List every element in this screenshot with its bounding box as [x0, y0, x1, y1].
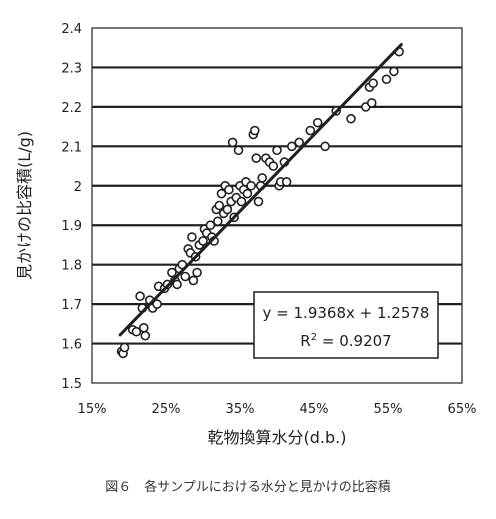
y-tick-labels: 1.5 1.6 1.7 1.8 1.9 2 2.1 2.2 2.3 2.4	[61, 22, 82, 392]
y-tick-label: 2.1	[61, 140, 82, 155]
x-tick-label: 65%	[448, 402, 477, 417]
data-point	[346, 113, 356, 124]
y-tick-label: 1.9	[61, 219, 82, 234]
data-point	[152, 299, 162, 309]
data-point	[135, 291, 145, 302]
data-point	[216, 188, 227, 199]
scatter-chart: 1.5 1.6 1.7 1.8 1.9 2 2.1 2.2 2.3 2.4 15% 25% 35% 45…	[15, 22, 477, 447]
data-point	[368, 78, 379, 89]
y-tick-label: 2.4	[61, 22, 82, 37]
data-point	[227, 137, 238, 148]
y-tick-label: 1.8	[61, 259, 82, 274]
data-point	[140, 330, 151, 341]
data-point	[180, 271, 191, 282]
trendline	[118, 43, 403, 337]
x-tick-label: 55%	[374, 402, 403, 417]
figure-caption: 図６ 各サンプルにおける水分と見かけの比容積	[105, 480, 391, 495]
data-point	[131, 326, 142, 337]
data-point	[294, 137, 305, 148]
data-point	[312, 117, 323, 128]
data-point	[236, 196, 247, 207]
data-point	[250, 125, 260, 136]
data-point	[305, 125, 316, 136]
data-point	[187, 232, 197, 242]
data-point	[272, 145, 282, 156]
data-point	[198, 236, 208, 246]
x-tick-label: 15%	[78, 402, 107, 417]
r-squared-label: R2 = 0.9207	[300, 332, 391, 350]
data-point	[188, 275, 199, 286]
data-point	[242, 188, 253, 199]
data-point	[172, 279, 182, 290]
x-tick-label: 35%	[226, 402, 255, 417]
data-point	[366, 98, 377, 108]
data-point	[167, 267, 177, 278]
y-tick-label: 1.5	[61, 377, 82, 392]
data-point	[286, 141, 297, 152]
data-point	[257, 173, 268, 183]
data-point	[214, 200, 225, 211]
data-point	[281, 177, 292, 187]
plot-area-frame	[91, 27, 463, 384]
data-point	[381, 74, 392, 85]
data-point	[389, 66, 399, 77]
data-points	[116, 46, 404, 359]
regression-equation: y = 1.9368x + 1.2578	[263, 304, 430, 322]
y-tick-label: 2.3	[61, 61, 82, 76]
data-point	[224, 184, 234, 195]
data-point	[246, 180, 256, 191]
data-point	[119, 342, 130, 353]
data-point	[233, 145, 244, 156]
y-tick-label: 1.7	[61, 298, 82, 313]
data-point	[222, 204, 233, 215]
data-point	[320, 141, 330, 152]
y-tick-label: 2.2	[61, 101, 82, 116]
x-tick-label: 25%	[152, 402, 181, 417]
data-point	[253, 196, 264, 207]
x-tick-labels: 15% 25% 35% 45% 55% 65%	[78, 402, 477, 417]
data-point	[192, 267, 202, 278]
y-tick-label: 1.6	[61, 338, 82, 353]
data-point	[139, 322, 149, 333]
data-point	[251, 153, 262, 163]
y-axis-label: 見かけの比容積(L/g)	[15, 131, 34, 280]
x-tick-label: 45%	[300, 402, 329, 417]
data-point	[205, 220, 216, 231]
x-axis-label: 乾物換算水分(d.b.)	[208, 428, 347, 447]
data-point	[213, 216, 223, 227]
regression-equation-box: y = 1.9368x + 1.2578 R2 = 0.9207	[253, 291, 439, 359]
y-tick-label: 2	[74, 180, 82, 195]
data-point	[268, 161, 279, 171]
